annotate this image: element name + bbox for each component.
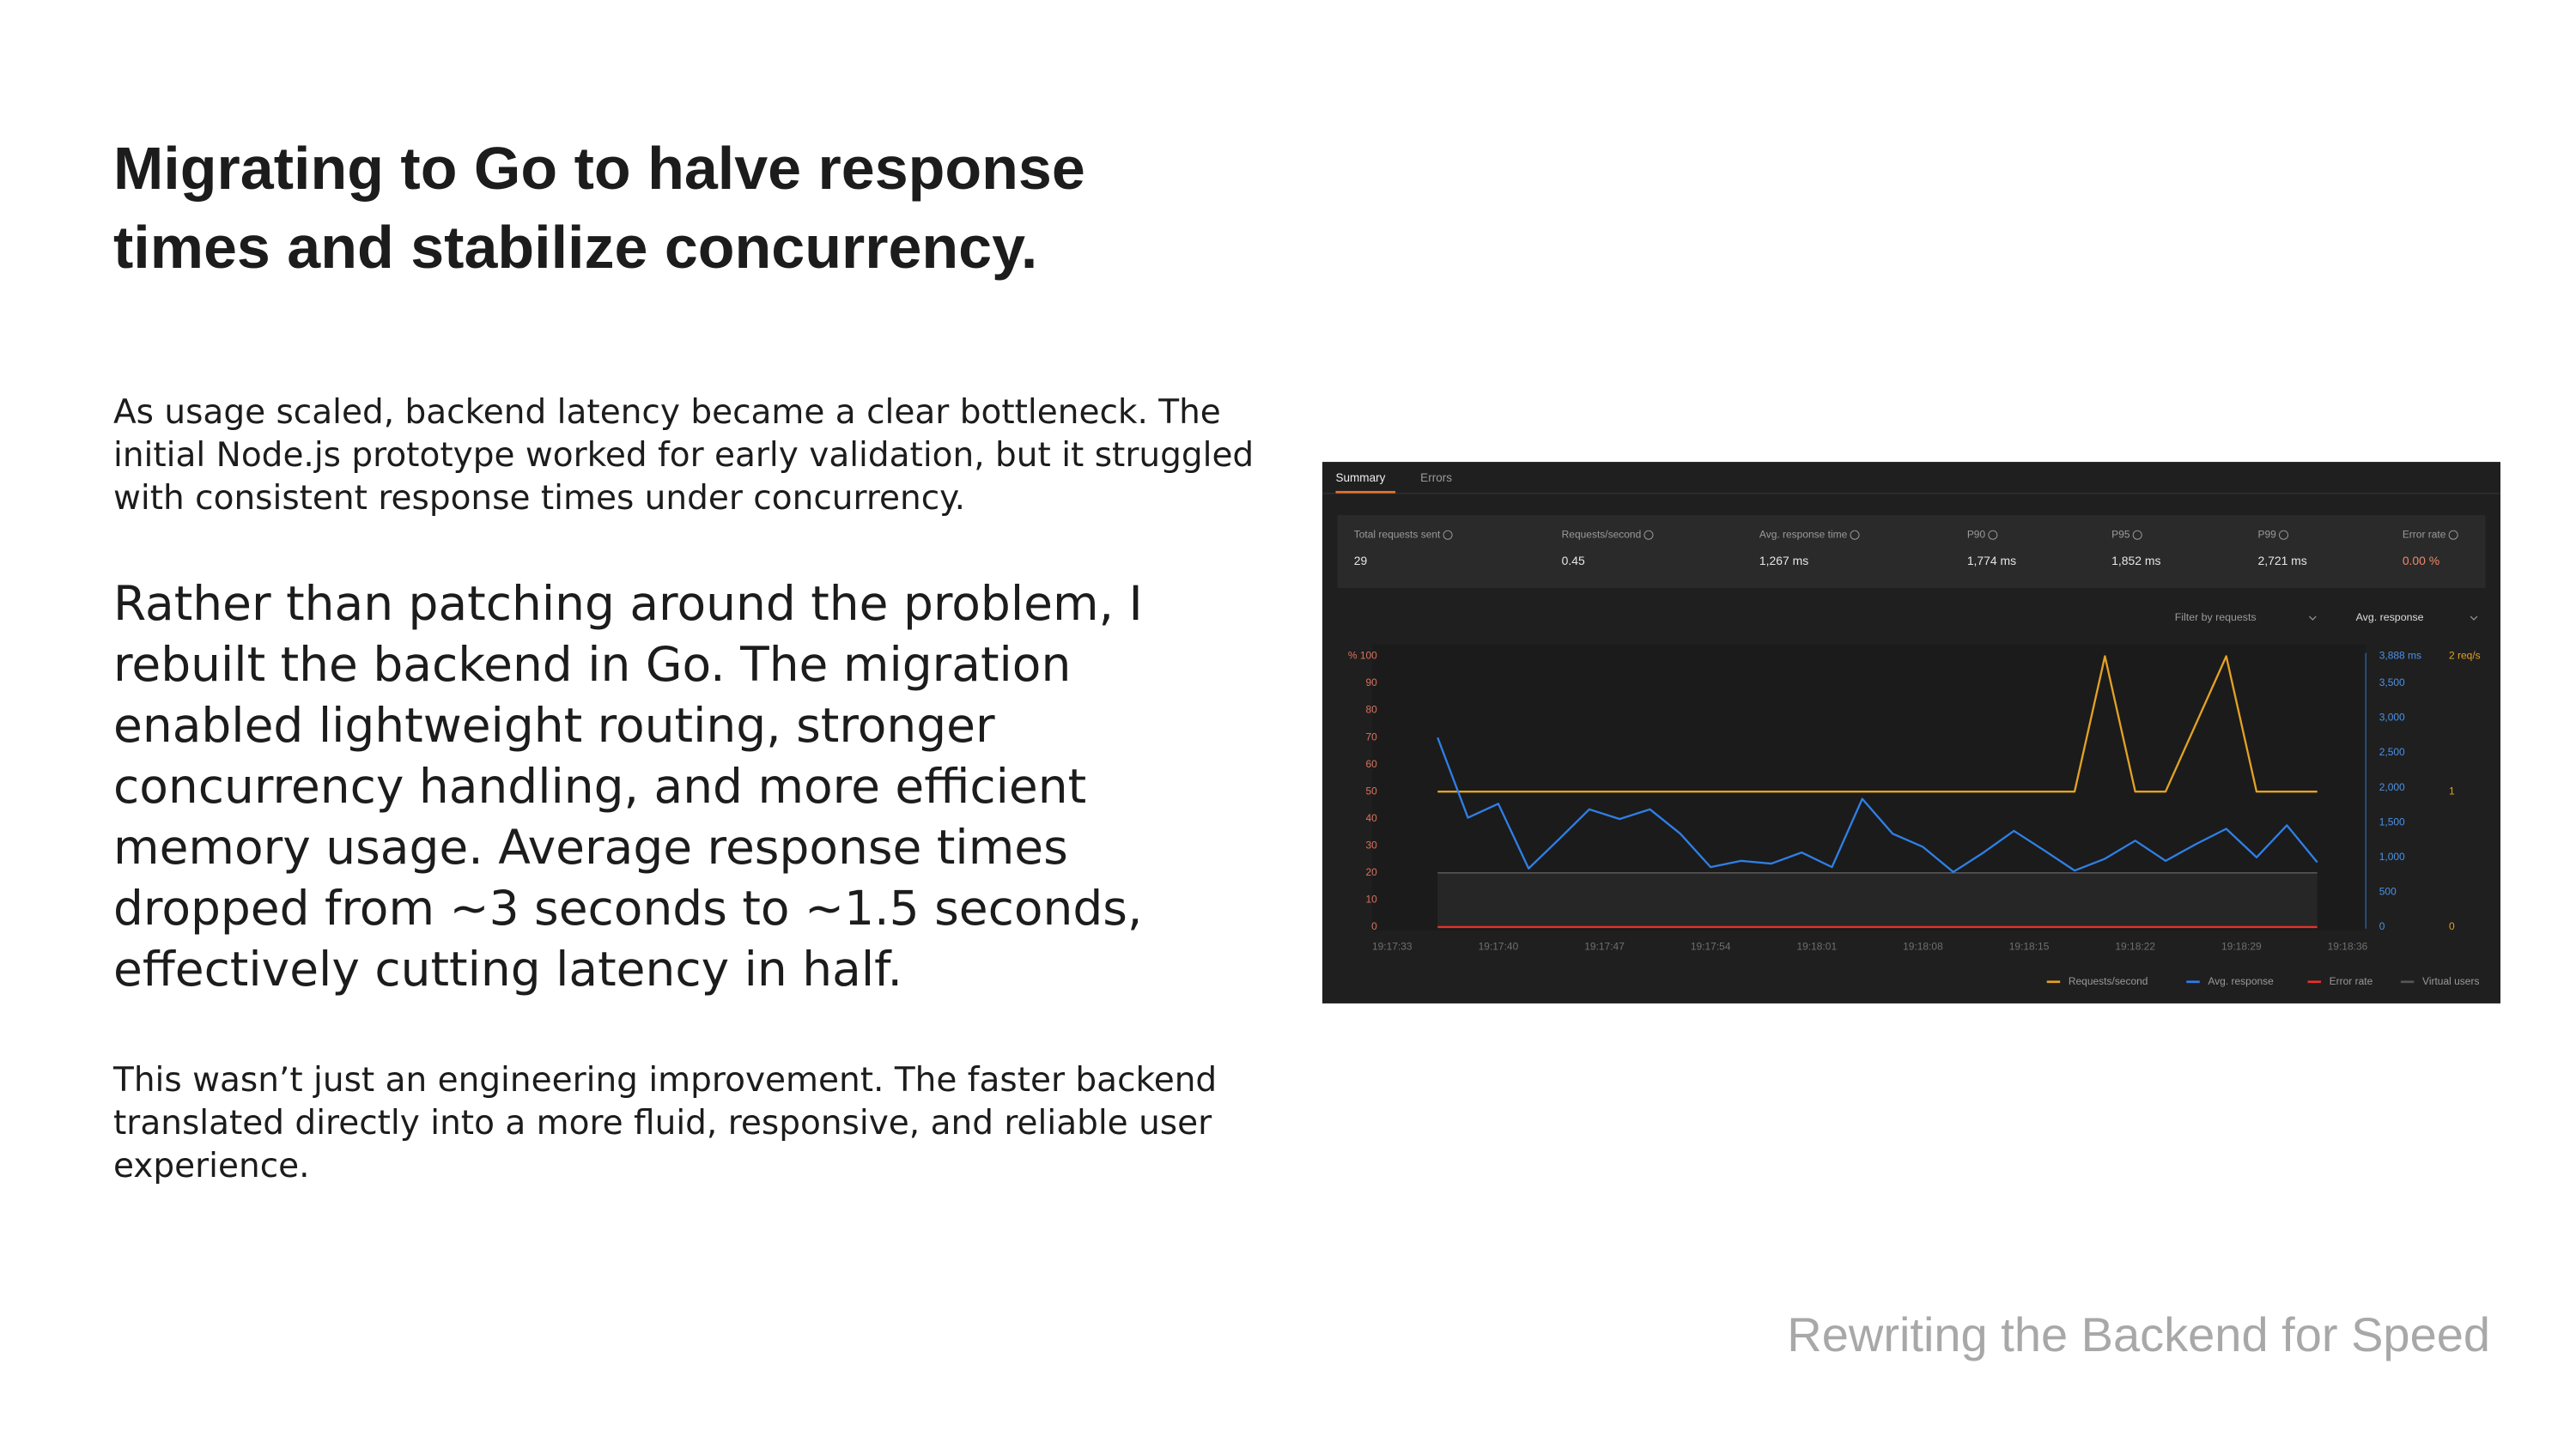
y-tick-label: 10	[1366, 894, 1378, 906]
y-tick-label: 1	[2449, 785, 2455, 797]
x-tick-label: 19:17:33	[1372, 940, 1413, 952]
filter-dropdown[interactable]: Avg. response	[2356, 611, 2424, 623]
slide-title: Migrating to Go to halve response times …	[113, 135, 1085, 281]
series-line	[1437, 737, 2318, 873]
stat-label: Requests/second	[1562, 528, 1642, 540]
y-tick-label: 2,500	[2379, 746, 2405, 758]
area	[1437, 872, 2318, 927]
stat-label: P95	[2111, 528, 2130, 540]
dashboard-screenshot: Summary Errors Total requests sent 29 Reques…	[1322, 462, 2500, 1003]
tab-underline	[1335, 490, 1396, 494]
info-icon	[1443, 530, 1453, 540]
stat-label: P99	[2257, 528, 2276, 540]
stat-value: 1,267 ms	[1759, 554, 1808, 567]
legend-entry: Avg. response	[2208, 975, 2274, 987]
info-icon	[1850, 530, 1860, 540]
x-tick-label: 19:18:29	[2221, 940, 2262, 952]
stat-label: Total requests sent	[1354, 528, 1441, 540]
x-tick-label: 19:18:36	[2328, 940, 2368, 952]
paragraph: As usage scaled, backend latency became …	[113, 393, 1255, 518]
y-tick-label: 2 req/s	[2449, 650, 2481, 662]
chevron	[2470, 615, 2478, 621]
stat-label: P90	[1967, 528, 1986, 540]
filter-dropdown[interactable]: Filter by requests	[2175, 611, 2257, 623]
x-tick-label: 19:17:47	[1584, 940, 1625, 952]
y-tick-label: 20	[1366, 866, 1378, 878]
paragraph: Rather than patching around the problem,…	[113, 576, 1143, 997]
slide-footer: Rewriting the Backend for Speed	[1787, 1307, 2490, 1361]
legend-entry: Requests/second	[2069, 975, 2148, 987]
stat-value: 1,774 ms	[1967, 554, 2016, 567]
y-tick-label: 30	[1366, 839, 1378, 851]
stat-value: 2,721 ms	[2257, 554, 2306, 567]
stat-label: Error rate	[2403, 528, 2446, 540]
y-tick-label: 60	[1366, 758, 1378, 770]
x-tick-label: 19:17:54	[1691, 940, 1731, 952]
y-tick-label: 90	[1366, 676, 1378, 688]
info-icon	[2278, 530, 2289, 540]
legend-entry: Error rate	[2330, 975, 2373, 987]
tab[interactable]: Errors	[1420, 471, 1452, 484]
tab[interactable]: Summary	[1335, 471, 1385, 484]
legend-entry: Virtual users	[2422, 975, 2479, 987]
y-tick-label: 50	[1366, 785, 1378, 797]
stat-value: 29	[1354, 554, 1368, 567]
x-tick-label: 19:18:22	[2115, 940, 2155, 952]
y-tick-label: 40	[1366, 812, 1378, 824]
y-tick-label: 2,000	[2379, 781, 2405, 793]
x-tick-label: 19:17:40	[1479, 940, 1519, 952]
y-tick-label: 0	[2379, 920, 2385, 932]
stat-value: 1,852 ms	[2111, 554, 2160, 567]
x-tick-label: 19:18:01	[1796, 940, 1837, 952]
stat-label: Avg. response time	[1759, 528, 1848, 540]
y-tick-label: 500	[2379, 886, 2397, 898]
y-tick-label: % 100	[1348, 650, 1377, 662]
y-tick-label: 1,000	[2379, 851, 2405, 863]
info-icon	[1988, 530, 1998, 540]
info-icon	[2132, 530, 2142, 540]
info-icon	[1643, 530, 1654, 540]
y-tick-label: 3,000	[2379, 712, 2405, 724]
y-tick-label: 80	[1366, 704, 1378, 716]
y-tick-label: 70	[1366, 731, 1378, 743]
y-tick-label: 3,500	[2379, 676, 2405, 688]
stat-value: 0.45	[1562, 554, 1585, 567]
series-line	[1437, 655, 2318, 793]
y-tick-label: 1,500	[2379, 815, 2405, 828]
info-icon	[2448, 530, 2458, 540]
x-tick-label: 19:18:08	[1903, 940, 1943, 952]
chevron	[2309, 615, 2317, 621]
paragraph: This wasn’t just an engineering improvem…	[113, 1061, 1218, 1185]
stats-box	[1337, 514, 2486, 589]
stat-value: 0.00 %	[2403, 554, 2439, 567]
y-tick-label: 0	[2449, 920, 2455, 932]
y-tick-label: 3,888 ms	[2379, 650, 2421, 662]
x-tick-label: 19:18:15	[2009, 940, 2050, 952]
y-tick-label: 0	[1371, 920, 1377, 932]
